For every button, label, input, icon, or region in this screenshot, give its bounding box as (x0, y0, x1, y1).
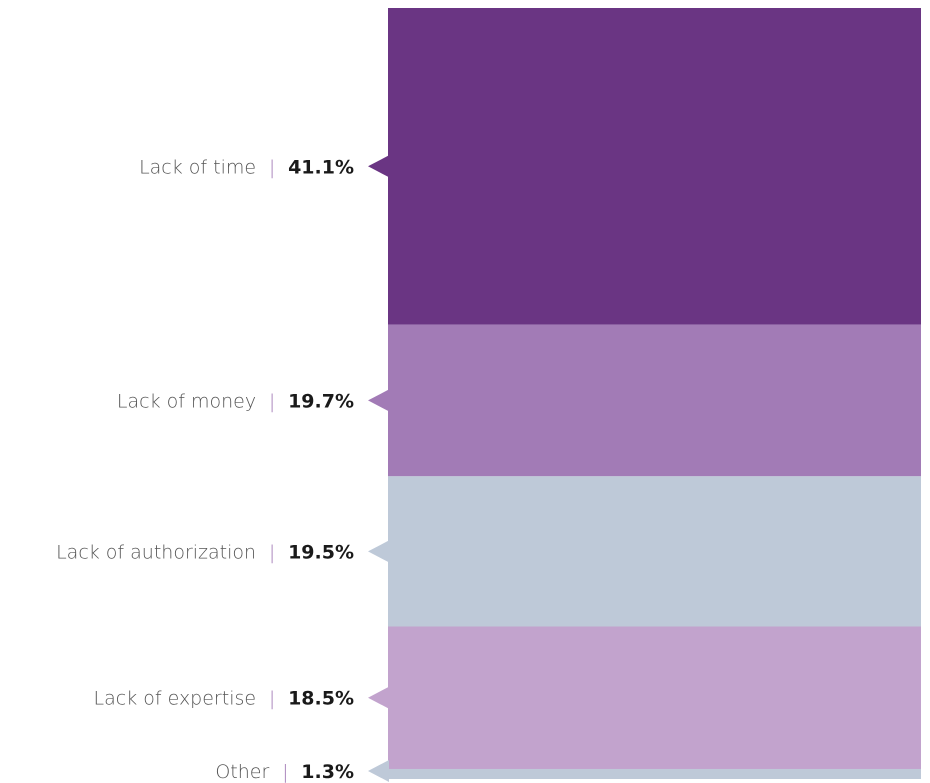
category-label-lack-of-time: Lack of time (139, 156, 256, 178)
separator-lack-of-money: | (269, 390, 275, 412)
value-label-lack-of-authorization: 19.5% (288, 541, 354, 563)
pointer-other (368, 760, 389, 782)
bar-segment-other (388, 768, 921, 779)
bar-segments (388, 8, 921, 779)
value-label-lack-of-time: 41.1% (288, 156, 354, 178)
separator-other: | (282, 761, 288, 783)
bar-segment-lack-of-authorization (388, 476, 921, 627)
bar-segment-lack-of-money (388, 324, 921, 477)
category-label-other: Other (215, 761, 269, 783)
bar-segment-lack-of-expertise (388, 626, 921, 769)
category-label-lack-of-expertise: Lack of expertise (94, 688, 257, 710)
pointer-lack-of-expertise (368, 686, 389, 709)
value-label-lack-of-money: 19.7% (288, 390, 354, 412)
value-label-lack-of-expertise: 18.5% (288, 688, 354, 710)
bar-segment-lack-of-time (388, 8, 921, 325)
separator-lack-of-expertise: | (269, 688, 275, 710)
pointer-lack-of-money (368, 389, 389, 412)
value-label-other: 1.3% (301, 761, 354, 783)
separator-lack-of-authorization: | (269, 541, 275, 563)
pointer-lack-of-time (368, 155, 389, 178)
category-label-lack-of-money: Lack of money (117, 390, 256, 412)
separator-lack-of-time: | (269, 156, 275, 178)
pointer-lack-of-authorization (368, 540, 389, 563)
segment-labels: 41.1% | Lack of time 19.7% | Lack of money 19.… (56, 155, 389, 783)
category-label-lack-of-authorization: Lack of authorization (56, 541, 256, 563)
